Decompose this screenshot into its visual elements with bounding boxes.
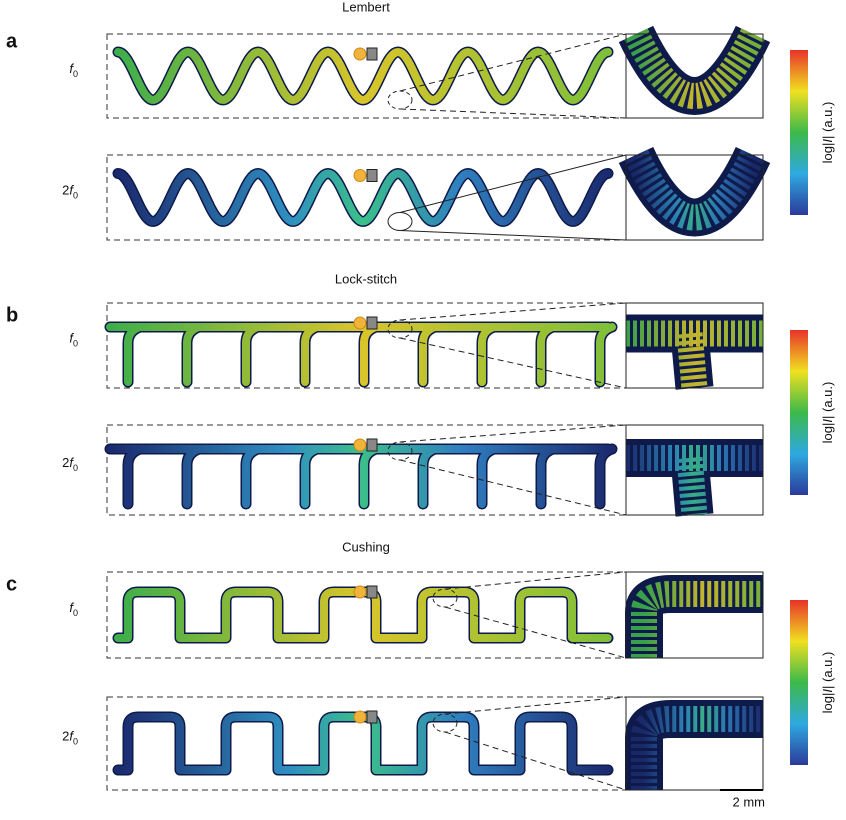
row-subscript: 0 — [73, 737, 78, 747]
panel-label: c — [6, 573, 17, 595]
colorbar-suffix: | (a.u.) — [820, 382, 835, 419]
source-marker — [353, 316, 367, 330]
zoom-line — [399, 459, 627, 516]
suture-field — [114, 588, 612, 642]
row-symbol: f — [69, 729, 74, 744]
zoom-line — [399, 108, 627, 119]
row-symbol: f — [69, 183, 74, 198]
row-coefficient: 2 — [62, 455, 69, 470]
suture-field — [114, 169, 612, 226]
panel-label: b — [6, 304, 18, 326]
row-label: f0 — [69, 331, 78, 349]
panel-label: a — [6, 30, 18, 52]
source-block — [366, 710, 378, 724]
colorbar — [790, 330, 808, 495]
row-label: 2f0 — [62, 183, 78, 201]
zoom-line — [399, 33, 627, 92]
row-coefficient: 2 — [62, 183, 69, 198]
suture-field — [114, 48, 612, 104]
inset-frame — [625, 696, 764, 791]
row-symbol: f — [69, 600, 74, 615]
colorbar-label: log|I| (a.u.) — [820, 102, 835, 164]
inset-shape — [625, 575, 763, 658]
zoom-line — [399, 424, 627, 443]
zoom-line — [444, 731, 627, 791]
source-block — [366, 169, 378, 182]
inset-field — [624, 28, 765, 109]
row-label: f0 — [69, 61, 78, 79]
inset-frame — [625, 33, 764, 119]
colorbar-symbol: I — [820, 139, 835, 143]
zoom-line — [399, 154, 627, 213]
row-subscript: 0 — [73, 339, 78, 349]
zoom-region — [387, 212, 413, 231]
source-marker — [353, 47, 367, 61]
zoom-line — [399, 337, 627, 389]
row-subscript: 0 — [73, 608, 78, 618]
row-symbol: f — [69, 455, 74, 470]
zoom-line — [399, 230, 627, 241]
colorbar-label: log|I| (a.u.) — [820, 652, 835, 714]
row-subscript: 0 — [73, 191, 78, 201]
row-symbol: f — [69, 331, 74, 346]
zoom-line — [444, 606, 627, 659]
source-marker — [353, 438, 367, 452]
source-block — [366, 438, 378, 452]
colorbar-symbol: I — [820, 419, 835, 423]
colorbar — [790, 50, 808, 215]
dashed-frame — [106, 154, 627, 241]
colorbar-prefix: log| — [820, 143, 835, 164]
suture-shape — [112, 586, 614, 644]
source-marker — [353, 710, 367, 724]
zoom-line — [444, 696, 627, 715]
colorbar — [790, 600, 808, 765]
row-label: 2f0 — [62, 729, 78, 747]
inset-frame — [625, 302, 764, 389]
suture-field — [114, 713, 612, 774]
inset-field — [626, 320, 763, 390]
scale-bar-label: 2 mm — [733, 794, 766, 809]
suture-shape — [112, 711, 614, 776]
panel-title: Lock-stitch — [335, 271, 397, 286]
zoom-region — [387, 90, 413, 110]
colorbar-prefix: log| — [820, 423, 835, 444]
colorbar-suffix: | (a.u.) — [820, 652, 835, 689]
inset-shape — [625, 700, 763, 790]
source-block — [366, 316, 378, 330]
colorbar-prefix: log| — [820, 693, 835, 714]
inset-frame — [625, 154, 764, 241]
source-marker — [353, 585, 367, 599]
row-symbol: f — [69, 61, 74, 76]
row-subscript: 0 — [73, 463, 78, 473]
inset-frame — [625, 571, 764, 659]
row-subscript: 0 — [73, 69, 78, 79]
inset-frame — [625, 424, 764, 516]
source-block — [366, 47, 378, 61]
panel-title: Lembert — [342, 0, 390, 14]
panel-title: Cushing — [342, 539, 390, 554]
row-label: 2f0 — [62, 455, 78, 473]
dashed-frame — [106, 33, 627, 119]
colorbar-suffix: | (a.u.) — [820, 102, 835, 139]
inset-field — [626, 445, 763, 517]
zoom-line — [399, 302, 627, 321]
colorbar-symbol: I — [820, 689, 835, 693]
source-marker — [353, 169, 367, 182]
source-block — [366, 585, 378, 599]
row-coefficient: 2 — [62, 729, 69, 744]
colorbar-label: log|I| (a.u.) — [820, 382, 835, 444]
inset-field — [624, 149, 765, 231]
zoom-line — [444, 571, 627, 590]
row-label: f0 — [69, 600, 78, 618]
